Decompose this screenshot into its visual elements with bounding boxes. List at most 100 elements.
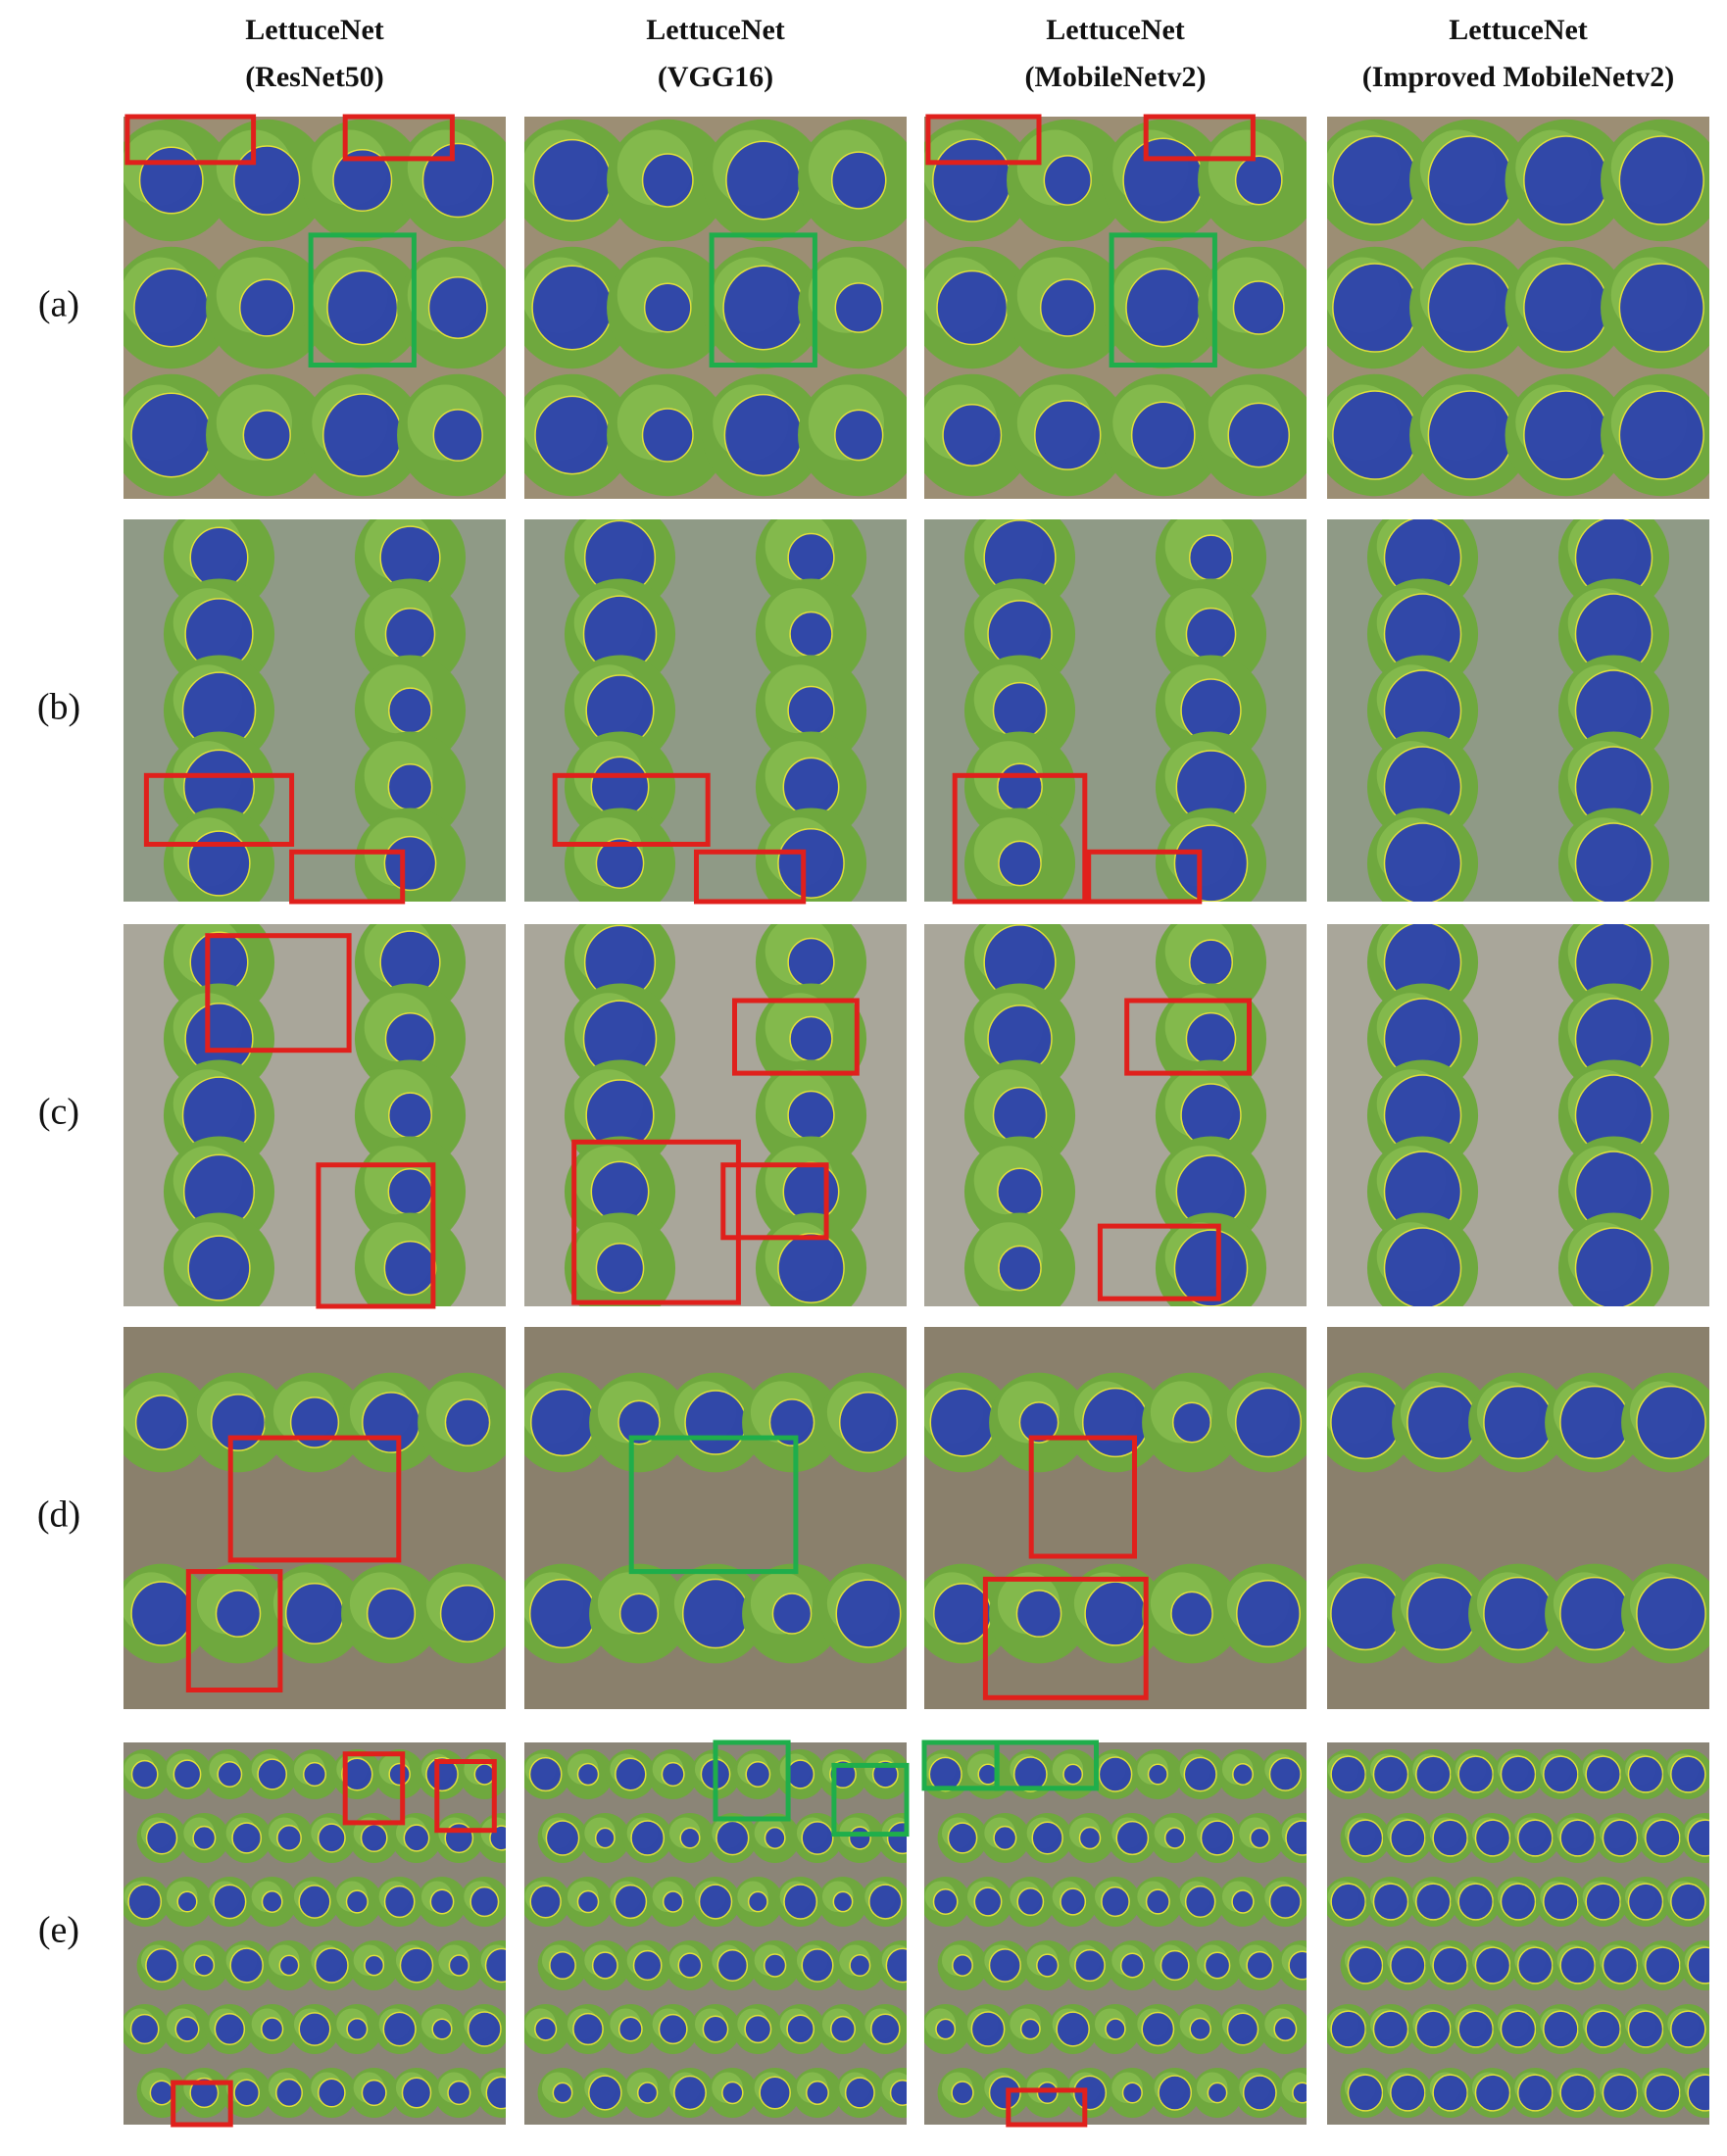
column-model: LettuceNet: [1449, 14, 1588, 46]
segmentation-mask: [444, 1398, 491, 1446]
segmentation-mask: [936, 270, 1009, 346]
segmentation-mask: [1645, 2074, 1681, 2112]
segmentation-mask: [383, 1885, 416, 1919]
segmentation-mask: [786, 1759, 815, 1789]
segmentation-mask: [1457, 2010, 1494, 2048]
segmentation-mask: [1332, 390, 1418, 480]
segmentation-mask: [1039, 278, 1096, 337]
segmentation-mask: [630, 1820, 666, 1856]
segmentation-mask: [1372, 1755, 1409, 1793]
segmentation-mask: [261, 1890, 283, 1913]
segmentation-mask: [1390, 1819, 1426, 1857]
segmentation-mask: [1585, 1755, 1621, 1793]
segmentation-mask: [314, 1947, 349, 1984]
segmentation-mask: [284, 1583, 345, 1644]
segmentation-mask: [528, 1578, 597, 1649]
segmentation-mask: [952, 1954, 973, 1977]
segmentation-mask: [783, 1884, 818, 1920]
segmentation-mask: [530, 1388, 595, 1457]
segmentation-mask: [1188, 939, 1234, 986]
segmentation-mask: [1330, 1755, 1366, 1793]
segmentation-mask: [868, 1884, 903, 1920]
segmentation-mask: [529, 1885, 562, 1919]
segmentation-mask: [447, 2080, 471, 2106]
segmentation-mask: [366, 1588, 417, 1640]
segmentation-mask: [1602, 1946, 1639, 1984]
segmentation-mask: [276, 1824, 302, 1852]
image-tile: [524, 1327, 907, 1709]
segmentation-mask: [278, 1954, 300, 1977]
segmentation-mask: [130, 392, 213, 478]
segmentation-mask: [658, 2013, 688, 2045]
segmentation-mask: [1249, 1827, 1270, 1849]
column-model: LettuceNet: [245, 14, 384, 46]
segmentation-mask: [614, 1884, 648, 1920]
tile-background: [1327, 1742, 1709, 2125]
segmentation-mask: [439, 1585, 496, 1642]
segmentation-mask: [1457, 1755, 1494, 1793]
segmentation-mask: [215, 1590, 262, 1638]
segmentation-mask: [532, 138, 612, 222]
image-tile: [123, 117, 506, 499]
segmentation-mask: [777, 1233, 845, 1303]
segmentation-mask: [1268, 1885, 1302, 1919]
segmentation-mask: [1687, 1946, 1709, 1984]
image-tile: [924, 1742, 1307, 2125]
segmentation-mask: [1204, 1951, 1231, 1980]
image-tile: [524, 1742, 907, 2125]
segmentation-mask: [997, 762, 1043, 811]
segmentation-mask: [1427, 263, 1513, 353]
segmentation-mask: [210, 1394, 267, 1451]
segmentation-mask: [134, 1395, 189, 1450]
row-label: (b): [37, 687, 80, 728]
segmentation-mask: [145, 1821, 178, 1855]
segmentation-mask: [432, 409, 483, 462]
segmentation-mask: [484, 1947, 506, 1984]
segmentation-mask: [298, 1885, 331, 1919]
segmentation-mask: [130, 1759, 159, 1789]
segmentation-mask: [1636, 1576, 1706, 1651]
segmentation-mask: [789, 1015, 833, 1062]
highlight-box: [342, 114, 455, 162]
segmentation-mask: [716, 1948, 749, 1983]
segmentation-mask: [1231, 1889, 1255, 1914]
segmentation-mask: [942, 404, 1003, 466]
segmentation-mask: [1427, 135, 1513, 225]
image-tile: [1327, 1327, 1709, 1709]
segmentation-mask: [834, 282, 883, 333]
segmentation-mask: [764, 1827, 786, 1849]
segmentation-mask: [387, 687, 433, 734]
highlight-box: [227, 1435, 402, 1563]
segmentation-mask: [777, 828, 845, 899]
segmentation-mask: [782, 1161, 840, 1222]
highlight-box: [720, 1162, 829, 1241]
segmentation-mask: [835, 1579, 902, 1648]
segmentation-mask: [242, 410, 291, 461]
segmentation-mask: [187, 1235, 251, 1301]
segmentation-mask: [257, 1758, 288, 1790]
image-tile: [1327, 1742, 1709, 2125]
segmentation-mask: [1115, 1820, 1150, 1856]
segmentation-mask: [1627, 1755, 1664, 1793]
segmentation-mask: [1288, 1950, 1307, 1981]
segmentation-mask: [1383, 822, 1462, 902]
segmentation-mask: [1236, 1579, 1301, 1648]
segmentation-mask: [384, 607, 436, 662]
highlight-box: [732, 998, 860, 1076]
segmentation-mask: [1188, 534, 1234, 581]
highlight-box: [171, 2080, 233, 2128]
segmentation-mask: [970, 2011, 1006, 2047]
segmentation-mask: [617, 2016, 643, 2042]
segmentation-mask: [1078, 1826, 1102, 1850]
segmentation-mask: [886, 1821, 907, 1855]
segmentation-mask: [932, 138, 1012, 222]
segmentation-mask: [403, 1824, 430, 1852]
highlight-box: [1109, 232, 1217, 368]
segmentation-mask: [1036, 2081, 1059, 2105]
segmentation-mask: [261, 2017, 284, 2041]
segmentation-mask: [1670, 1755, 1706, 1793]
segmentation-mask: [1081, 1387, 1150, 1458]
segmentation-mask: [401, 2077, 432, 2109]
segmentation-mask: [1332, 135, 1418, 225]
